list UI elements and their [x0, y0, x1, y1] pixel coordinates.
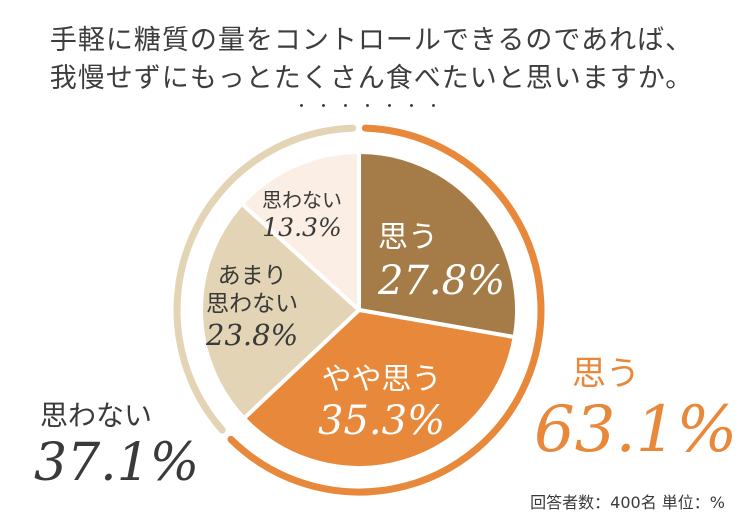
- group-arc-omowanai: [173, 124, 357, 434]
- slice-label-yaya-omou: やや思う 35.3%: [318, 354, 445, 444]
- slice-label-amari-line1: あまり: [217, 263, 287, 289]
- slice-label-omou: 思う 27.8%: [378, 212, 505, 304]
- slice-label-omowanai: 思わない 13.3%: [262, 184, 342, 242]
- slice-label-omou-value: 27.8%: [378, 258, 506, 304]
- slice-label-omou-text: 思う: [378, 220, 438, 255]
- slice-label-yaya-omou-value: 35.3%: [318, 398, 446, 444]
- group-label-omou: 思う 63.1%: [534, 346, 737, 465]
- group-omowanai-value: 37.1%: [34, 433, 200, 493]
- slice-label-amari-line2: 思わない: [206, 291, 299, 317]
- group-label-omowanai: 思わない 37.1%: [34, 394, 199, 492]
- group-omou-text: 思う: [572, 354, 640, 394]
- slice-amari-omowanai: [199, 201, 361, 421]
- slice-label-omowanai-text: 思わない: [262, 188, 342, 212]
- respondent-note: 回答者数：400名 単位：%: [530, 493, 725, 512]
- group-omou-value: 63.1%: [534, 393, 738, 467]
- slice-label-omowanai-value: 13.3%: [262, 213, 342, 242]
- slice-omou: [357, 150, 519, 340]
- chart-title-line1: 手軽に糖質の量をコントロールできるのであれば、: [49, 25, 694, 56]
- chart-title-line2: 我慢せずにもっとたくさん食べたいと思いますか。: [49, 63, 694, 94]
- slice-label-yaya-omou-text: やや思う: [321, 362, 442, 397]
- slice-yaya-omou: [241, 308, 517, 470]
- slice-omowanai: [239, 150, 361, 312]
- title-dots: ・・・・・・・: [294, 99, 449, 115]
- group-arc-omou: [227, 124, 545, 496]
- group-omowanai-text: 思わない: [40, 399, 153, 432]
- slice-label-amari-value: 23.8%: [206, 318, 299, 352]
- slice-label-amari: あまり 思わない 23.8%: [206, 262, 298, 352]
